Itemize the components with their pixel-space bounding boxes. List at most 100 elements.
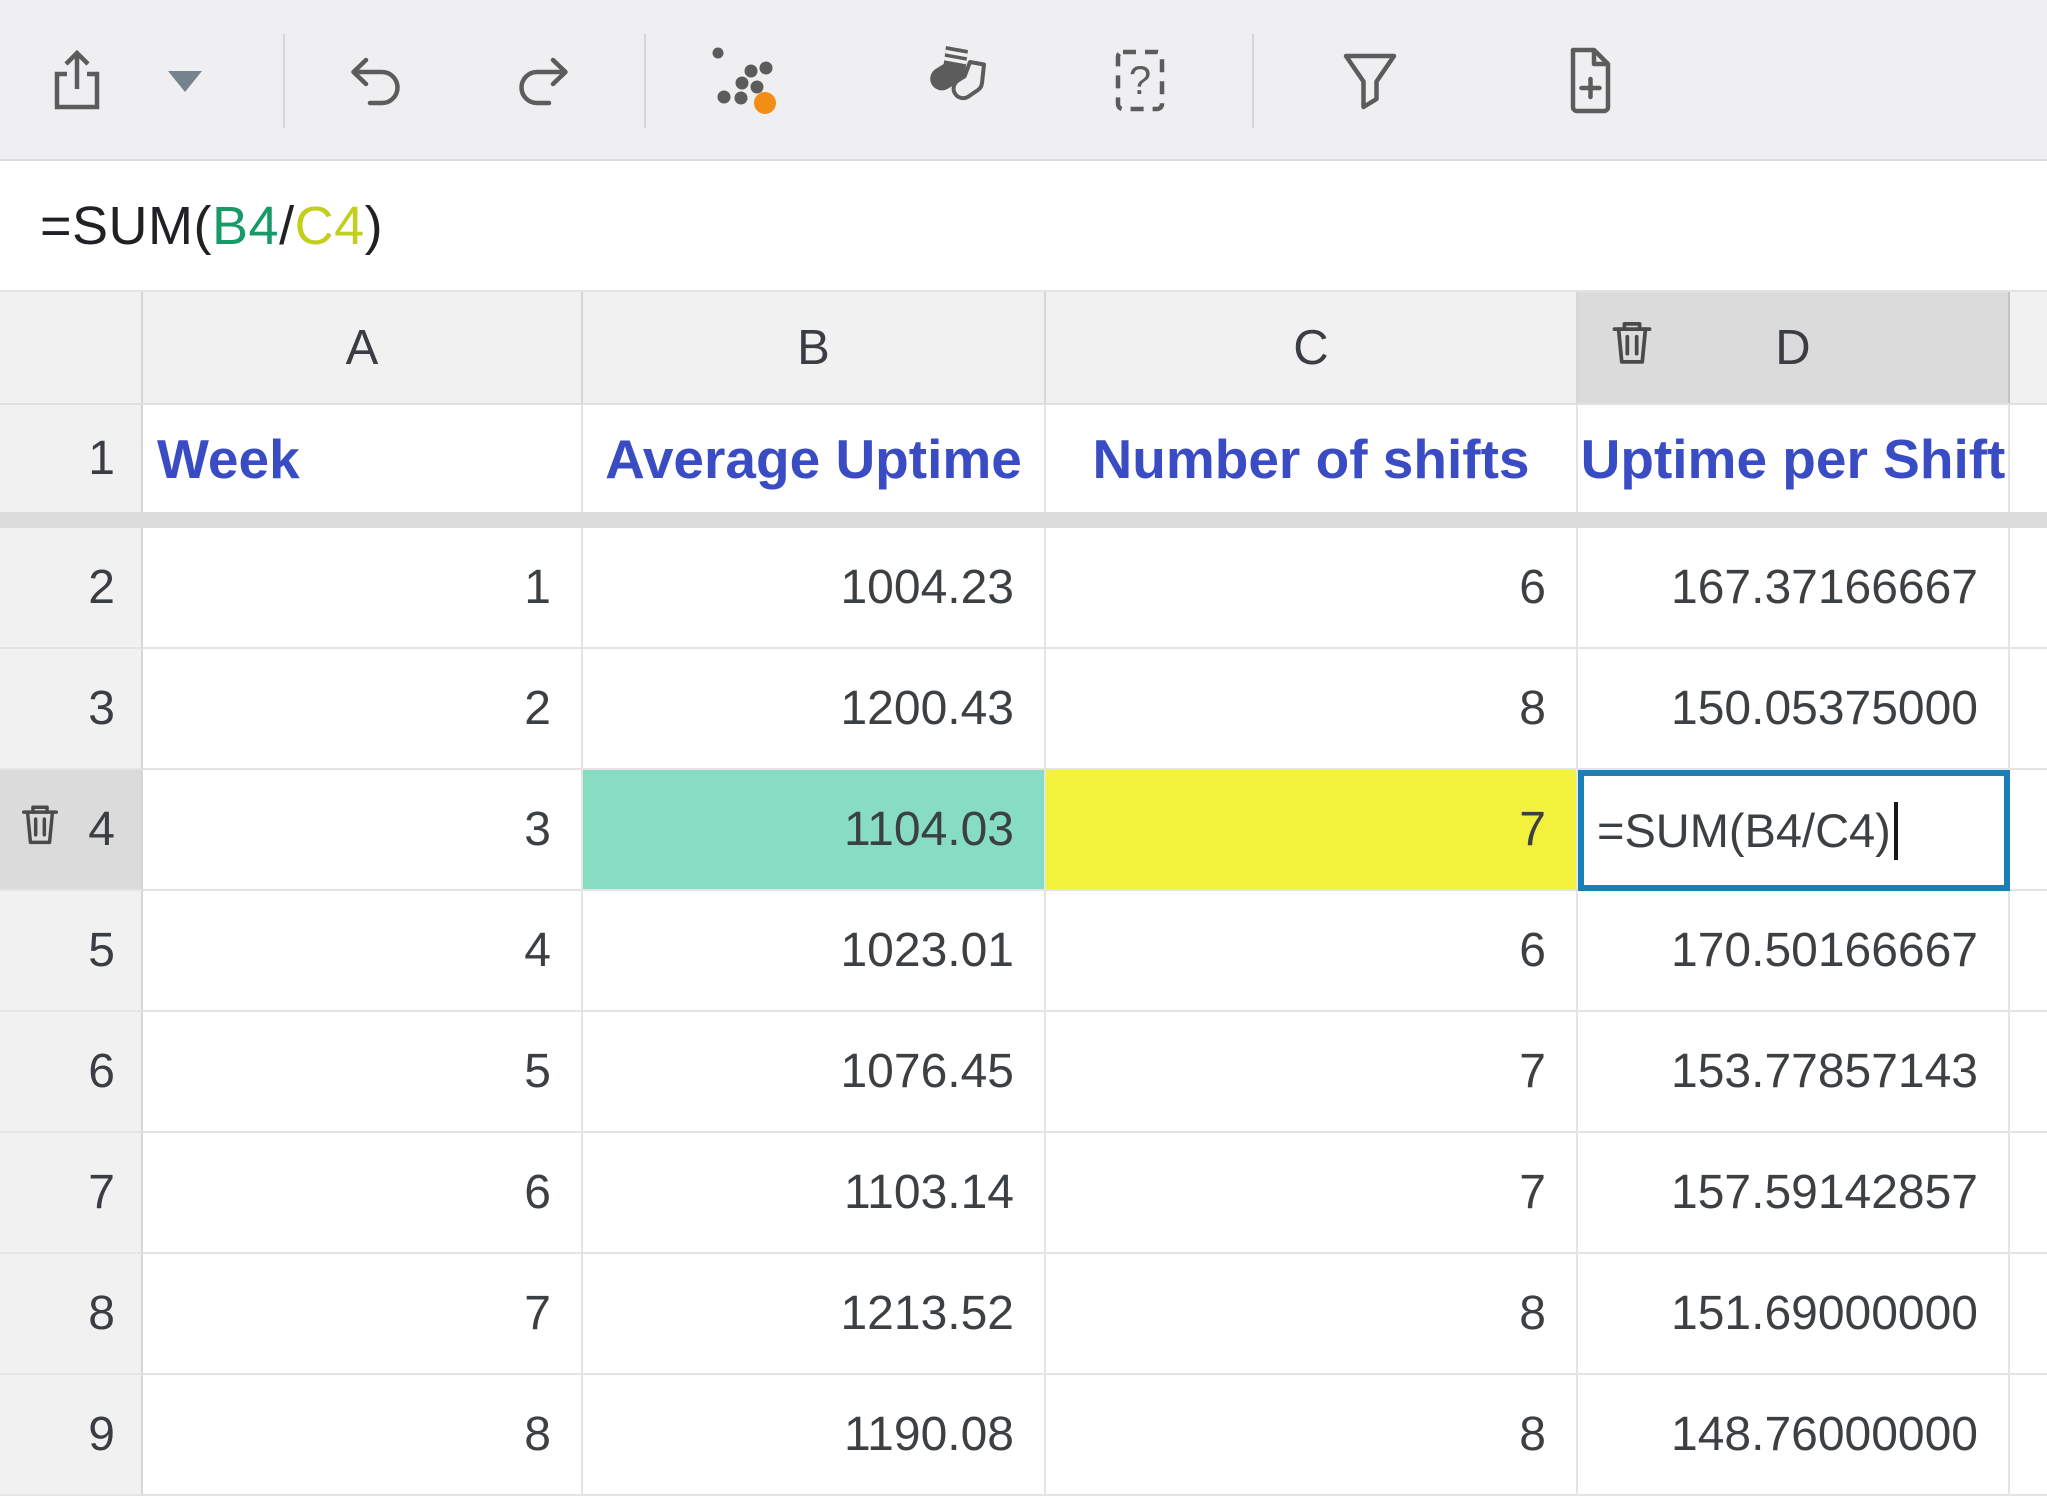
new-sheet-button[interactable] xyxy=(1550,43,1624,117)
cell-C9[interactable]: 8 xyxy=(1046,1375,1578,1496)
column-header-D[interactable]: D xyxy=(1578,292,2010,403)
cell-A2[interactable]: 1 xyxy=(143,528,583,649)
cell-B8[interactable]: 1213.52 xyxy=(583,1254,1046,1375)
delete-column-button[interactable] xyxy=(1604,314,1660,382)
column-header-row: A B C D xyxy=(0,292,2047,405)
cell-C3[interactable]: 8 xyxy=(1046,649,1578,770)
row-header-5[interactable]: 5 xyxy=(0,891,143,1012)
cell-E9[interactable] xyxy=(2010,1375,2047,1496)
delete-row-button[interactable] xyxy=(14,798,66,862)
cell-E3[interactable] xyxy=(2010,649,2047,770)
cell-E7[interactable] xyxy=(2010,1133,2047,1254)
cell-E6[interactable] xyxy=(2010,1012,2047,1133)
cell-B9[interactable]: 1190.08 xyxy=(583,1375,1046,1496)
cell-A5[interactable]: 4 xyxy=(143,891,583,1012)
cell-B4-referenced[interactable]: 1104.03 xyxy=(583,770,1046,891)
formula-ref-b4: B4 xyxy=(212,195,280,256)
trash-icon xyxy=(22,804,58,844)
cell-D1[interactable]: Uptime per Shift xyxy=(1578,405,2010,512)
cell-E5[interactable] xyxy=(2010,891,2047,1012)
cell-B7[interactable]: 1103.14 xyxy=(583,1133,1046,1254)
cell-D5[interactable]: 170.50166667 xyxy=(1578,891,2010,1012)
row-header-6[interactable]: 6 xyxy=(0,1012,143,1133)
redo-icon xyxy=(519,57,568,105)
formula-prefix: =SUM( xyxy=(40,195,213,256)
sheet-row-1: 1 Week Average Uptime Number of shifts U… xyxy=(0,405,2047,512)
cell-A4[interactable]: 3 xyxy=(143,770,583,891)
cell-E8[interactable] xyxy=(2010,1254,2047,1375)
cell-A6[interactable]: 5 xyxy=(143,1012,583,1133)
row-header-4[interactable]: 4 xyxy=(0,770,143,891)
row-header-9[interactable]: 9 xyxy=(0,1375,143,1496)
cell-C6[interactable]: 7 xyxy=(1046,1012,1578,1133)
cell-D6[interactable]: 153.77857143 xyxy=(1578,1012,2010,1133)
row-header-1[interactable]: 1 xyxy=(0,405,143,512)
sheet-row-8: 8 7 1213.52 8 151.69000000 xyxy=(0,1254,2047,1375)
toolbar-divider xyxy=(1252,34,1254,128)
sheet-row-6: 6 5 1076.45 7 153.77857143 xyxy=(0,1012,2047,1133)
trash-icon xyxy=(1612,321,1652,364)
cell-E4[interactable] xyxy=(2010,770,2047,891)
cell-D9[interactable]: 148.76000000 xyxy=(1578,1375,2010,1496)
cell-D3[interactable]: 150.05375000 xyxy=(1578,649,2010,770)
toolbar-divider xyxy=(644,34,646,128)
column-header-B[interactable]: B xyxy=(583,292,1046,403)
sheet-row-3: 3 2 1200.43 8 150.05375000 xyxy=(0,649,2047,770)
cell-D7[interactable]: 157.59142857 xyxy=(1578,1133,2010,1254)
svg-text:?: ? xyxy=(1129,59,1151,103)
column-header-label: D xyxy=(1775,320,1811,375)
sheet-row-5: 5 4 1023.01 6 170.50166667 xyxy=(0,891,2047,1012)
cell-A9[interactable]: 8 xyxy=(143,1375,583,1496)
spreadsheet-grid: A B C D 1 Week Average Uptime Number of … xyxy=(0,292,2047,1496)
cell-B2[interactable]: 1004.23 xyxy=(583,528,1046,649)
share-icon xyxy=(54,49,100,109)
share-button[interactable] xyxy=(40,43,114,117)
sheet-row-9: 9 8 1190.08 8 148.76000000 xyxy=(0,1375,2047,1496)
row-number: 4 xyxy=(88,803,115,856)
filter-button[interactable] xyxy=(1333,43,1407,117)
column-header-C[interactable]: C xyxy=(1046,292,1578,403)
cell-C4-referenced[interactable]: 7 xyxy=(1046,770,1578,891)
formula-bar[interactable]: =SUM(B4/C4) xyxy=(0,161,2047,292)
column-header-A[interactable]: A xyxy=(143,292,583,403)
undo-button[interactable] xyxy=(337,43,411,117)
cell-B1[interactable]: Average Uptime xyxy=(583,405,1046,512)
redo-button[interactable] xyxy=(508,43,582,117)
row-header-3[interactable]: 3 xyxy=(0,649,143,770)
share-dropdown-button[interactable] xyxy=(163,63,207,97)
sheet-row-7: 7 6 1103.14 7 157.59142857 xyxy=(0,1133,2047,1254)
cell-C5[interactable]: 6 xyxy=(1046,891,1578,1012)
explore-button[interactable] xyxy=(703,41,781,119)
cell-D2[interactable]: 167.37166667 xyxy=(1578,528,2010,649)
cell-A8[interactable]: 7 xyxy=(143,1254,583,1375)
formula-ref-c4: C4 xyxy=(294,195,365,256)
editor-formula-text: =SUM(B4/C4) xyxy=(1597,804,1891,857)
cell-B3[interactable]: 1200.43 xyxy=(583,649,1046,770)
cell-B6[interactable]: 1076.45 xyxy=(583,1012,1046,1133)
cell-C1[interactable]: Number of shifts xyxy=(1046,405,1578,512)
row-header-2[interactable]: 2 xyxy=(0,528,143,649)
cell-A1[interactable]: Week xyxy=(143,405,583,512)
cell-C2[interactable]: 6 xyxy=(1046,528,1578,649)
socks-icon xyxy=(930,45,986,100)
add-file-icon xyxy=(1570,47,1611,113)
formula-suffix: ) xyxy=(364,195,384,256)
toolbar-divider xyxy=(283,34,285,128)
cell-D4-active-editor[interactable]: =SUM(B4/C4) xyxy=(1578,770,2010,891)
row-header-7[interactable]: 7 xyxy=(0,1133,143,1254)
filter-funnel-icon xyxy=(1343,53,1397,109)
placeholder-question-button[interactable]: ? xyxy=(1103,43,1177,117)
row-header-8[interactable]: 8 xyxy=(0,1254,143,1375)
cell-C7[interactable]: 7 xyxy=(1046,1133,1578,1254)
cell-E1[interactable] xyxy=(2010,405,2047,512)
cell-C8[interactable]: 8 xyxy=(1046,1254,1578,1375)
cell-A7[interactable]: 6 xyxy=(143,1133,583,1254)
select-all-corner[interactable] xyxy=(0,292,143,403)
sheet-row-2: 2 1 1004.23 6 167.37166667 xyxy=(0,528,2047,649)
cell-D8[interactable]: 151.69000000 xyxy=(1578,1254,2010,1375)
scatter-dots-icon xyxy=(712,47,776,114)
cell-E2[interactable] xyxy=(2010,528,2047,649)
cell-B5[interactable]: 1023.01 xyxy=(583,891,1046,1012)
cell-A3[interactable]: 2 xyxy=(143,649,583,770)
socks-button[interactable] xyxy=(912,41,990,119)
